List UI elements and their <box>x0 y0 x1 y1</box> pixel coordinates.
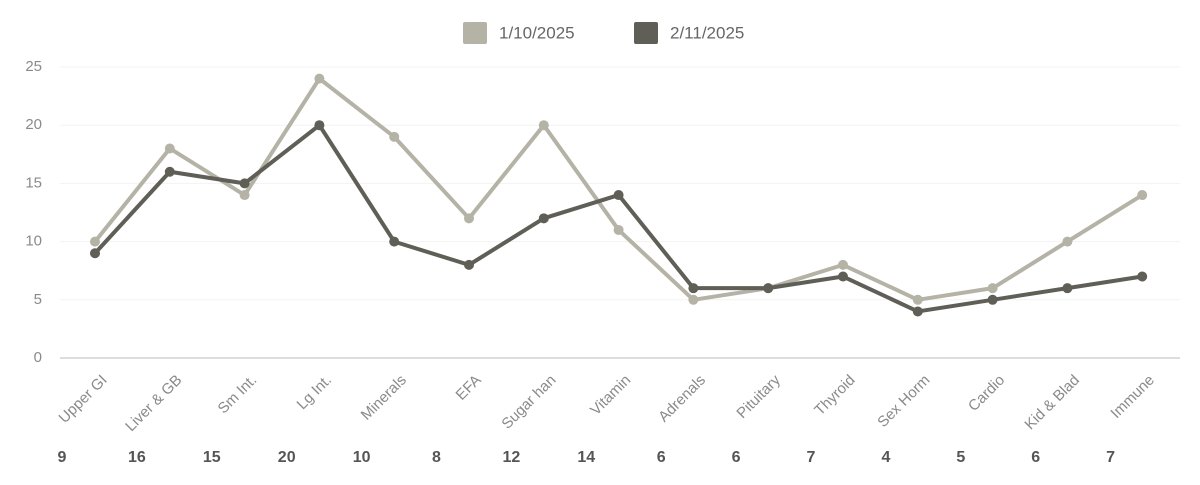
bottom-value-label: 5 <box>956 449 965 466</box>
data-point <box>314 120 325 131</box>
data-point <box>389 236 400 247</box>
bottom-value-label: 6 <box>657 449 666 466</box>
x-tick-label: Vitamin <box>587 372 634 419</box>
x-tick-label: Cardio <box>965 372 1008 415</box>
data-point <box>239 190 250 201</box>
bottom-value-label: 14 <box>577 449 595 466</box>
data-point <box>613 224 624 235</box>
x-tick-label: Sugar han <box>498 372 559 433</box>
bottom-value-label: 16 <box>128 449 146 466</box>
bottom-value-label: 7 <box>807 449 816 466</box>
x-tick-label: Upper GI <box>56 372 111 427</box>
data-point <box>987 283 998 294</box>
bottom-value-label: 20 <box>278 449 296 466</box>
x-tick-label: Lg Int. <box>294 372 336 414</box>
data-point <box>688 283 699 294</box>
data-point <box>1137 271 1148 282</box>
data-point <box>464 213 474 224</box>
y-tick-label: 25 <box>25 58 42 75</box>
legend-text: 1/10/2025 <box>499 23 575 42</box>
bottom-value-label: 10 <box>353 449 371 466</box>
data-point <box>763 283 774 294</box>
bottom-value-label: 8 <box>432 449 441 466</box>
x-tick-label: Liver & GB <box>122 372 185 435</box>
x-tick-label: Sm Int. <box>215 372 261 418</box>
y-tick-label: 10 <box>25 233 42 250</box>
y-tick-label: 15 <box>25 174 42 191</box>
y-tick-label: 0 <box>34 349 42 366</box>
data-point <box>987 294 998 305</box>
y-tick-label: 5 <box>34 291 42 308</box>
x-tick-label: Adrenals <box>655 372 709 426</box>
data-point <box>1062 283 1073 294</box>
data-point <box>912 306 923 317</box>
bottom-value-label: 9 <box>58 449 67 466</box>
bottom-value-label: 4 <box>881 449 890 466</box>
legend-swatch <box>463 22 487 44</box>
x-tick-label: Pituitary <box>733 371 784 422</box>
data-point <box>613 190 624 201</box>
data-point <box>538 213 549 224</box>
data-point <box>538 120 549 131</box>
data-point <box>90 236 100 247</box>
data-point <box>1062 236 1073 247</box>
bottom-value-label: 6 <box>732 449 741 466</box>
bottom-value-label: 6 <box>1031 449 1040 466</box>
x-tick-label: Immune <box>1107 372 1157 422</box>
x-tick-label: Thyroid <box>811 372 858 419</box>
series-line <box>93 76 1144 302</box>
y-tick-label: 20 <box>25 116 42 133</box>
bottom-value-label: 7 <box>1106 449 1115 466</box>
bottom-value-label: 15 <box>203 449 221 466</box>
series-line <box>93 123 1143 314</box>
data-point <box>1137 190 1148 201</box>
data-point <box>389 131 400 142</box>
x-tick-label: Sex Horm <box>874 372 933 431</box>
data-point <box>912 294 923 305</box>
data-point <box>164 166 175 177</box>
data-point <box>688 294 699 305</box>
data-point <box>90 248 100 259</box>
x-tick-label: Kid & Blad <box>1021 372 1083 434</box>
legend-text: 2/11/2025 <box>670 23 744 42</box>
data-point <box>838 259 848 270</box>
data-point <box>164 143 175 154</box>
data-point <box>838 271 848 282</box>
x-tick-label: EFA <box>453 372 485 404</box>
bottom-value-label: 12 <box>503 449 521 466</box>
data-point <box>239 178 250 189</box>
legend-swatch <box>634 22 658 44</box>
data-point <box>314 73 325 84</box>
x-tick-label: Minerals <box>358 372 410 424</box>
data-point <box>464 259 474 270</box>
